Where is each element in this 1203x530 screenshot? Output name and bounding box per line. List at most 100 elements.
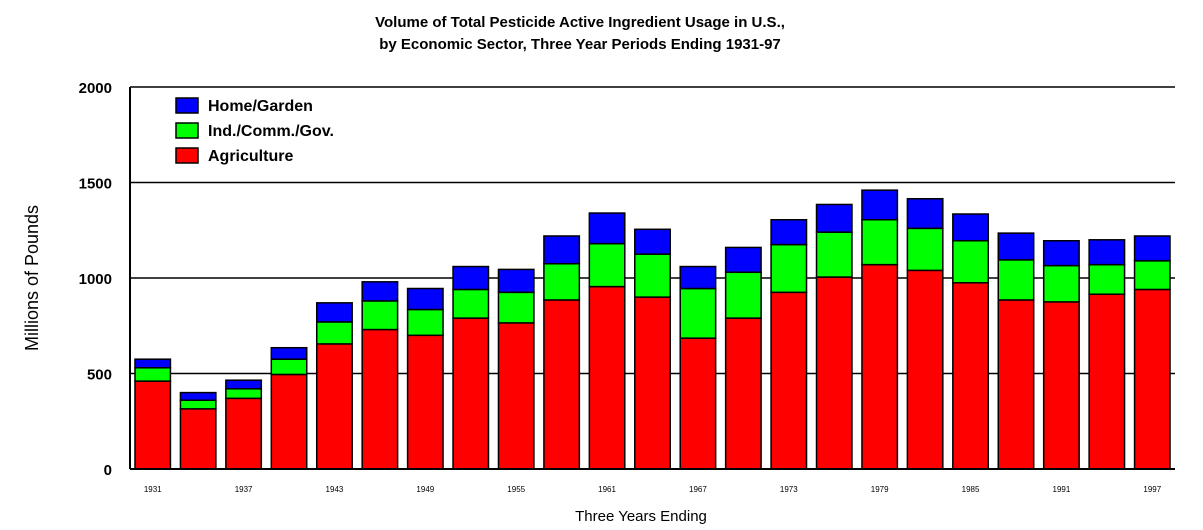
bar-segment <box>361 300 399 331</box>
bar-segment <box>770 291 808 470</box>
y-tick-label: 1000 <box>79 271 112 288</box>
x-tick-label: 1937 <box>235 485 253 494</box>
bar-segment <box>452 317 490 470</box>
x-tick-label: 1931 <box>144 485 162 494</box>
chart-title-line1: Volume of Total Pesticide Active Ingredi… <box>375 14 785 31</box>
bar-segment <box>906 197 944 230</box>
bar-segment <box>270 358 308 376</box>
y-tick-label: 500 <box>87 367 112 384</box>
legend: Home/Garden Ind./Comm./Gov. Agriculture <box>175 97 334 165</box>
bar-segment <box>997 259 1035 301</box>
bar-segment <box>906 227 944 272</box>
legend-swatch <box>175 122 199 139</box>
chart-title-line2: by Economic Sector, Three Year Periods E… <box>379 36 781 53</box>
bar-segment <box>588 212 626 245</box>
x-tick-labels: 1931 1937 1943 1949 1955 1961 1967 1973 1979 1985… <box>144 485 1162 494</box>
legend-item: Ind./Comm./Gov. <box>175 122 334 140</box>
bar-segment <box>406 334 444 470</box>
bar-segment <box>361 281 399 302</box>
bar-segment <box>543 235 581 265</box>
bar-segment <box>179 408 217 470</box>
bar-segment <box>634 253 671 298</box>
bar-segment <box>361 328 399 470</box>
bar-segment <box>179 399 217 410</box>
bar-segment <box>861 263 899 470</box>
bar-segment <box>815 276 853 470</box>
x-tick-label: 1979 <box>871 485 889 494</box>
bar-segment <box>543 299 581 470</box>
bar-segment <box>406 308 444 337</box>
bar-segment <box>724 317 762 470</box>
x-tick-label: 1955 <box>507 485 525 494</box>
bar-segment <box>315 302 353 323</box>
bar-segment <box>634 228 671 255</box>
bar-segment <box>679 287 717 339</box>
x-axis-title: Three Years Ending <box>575 508 707 525</box>
bar-segment <box>997 232 1035 261</box>
y-tick-label: 0 <box>104 462 112 479</box>
legend-label: Home/Garden <box>208 98 313 115</box>
bar-segment <box>1133 260 1171 291</box>
bar-segment <box>270 346 308 360</box>
bar-segment <box>861 218 899 266</box>
bar-segment <box>179 391 217 401</box>
bar-segment <box>452 288 490 319</box>
legend-swatch <box>175 147 199 164</box>
bar-segment <box>225 388 263 400</box>
bars <box>134 189 1171 470</box>
bar-segment <box>497 322 535 470</box>
x-tick-label: 1949 <box>416 485 434 494</box>
bar-segment <box>1042 301 1080 470</box>
bar-segment <box>1133 288 1171 470</box>
bar-segment <box>315 343 353 470</box>
bar-segment <box>815 231 853 278</box>
bar-segment <box>770 243 808 294</box>
bar-segment <box>543 262 581 301</box>
y-axis-title: Millions of Pounds <box>22 205 42 351</box>
axes <box>129 87 1175 470</box>
x-tick-label: 1985 <box>962 485 980 494</box>
bar-segment <box>406 287 444 311</box>
bar-segment <box>134 380 172 470</box>
bar-segment <box>724 271 762 319</box>
bar-segment <box>1133 235 1171 262</box>
bar-segment <box>770 218 808 246</box>
bar-segment <box>270 373 308 470</box>
y-tick-labels: 2000 1500 1000 500 0 <box>79 80 112 479</box>
bar-segment <box>952 213 990 242</box>
y-tick-label: 1500 <box>79 176 112 193</box>
x-tick-label: 1991 <box>1053 485 1071 494</box>
bar-segment <box>815 203 853 233</box>
legend-label: Agriculture <box>208 148 293 165</box>
bar-segment <box>588 242 626 288</box>
bar-segment <box>497 291 535 324</box>
bar-segment <box>1088 293 1126 470</box>
bar-segment <box>997 299 1035 470</box>
bar-segment <box>134 358 172 369</box>
bar-segment <box>679 337 717 470</box>
bar-segment <box>315 321 353 345</box>
bar-segment <box>1042 240 1080 267</box>
legend-label: Ind./Comm./Gov. <box>208 123 334 140</box>
bar-segment <box>724 246 762 274</box>
bar-segment <box>906 269 944 470</box>
bar-segment <box>134 367 172 382</box>
bar-segment <box>679 265 717 290</box>
y-tick-label: 2000 <box>79 80 112 97</box>
bar-segment <box>452 265 490 291</box>
bar-segment <box>1088 263 1126 295</box>
bar-segment <box>497 268 535 294</box>
bar-segment <box>225 397 263 470</box>
bar-segment <box>634 296 671 470</box>
bar-segment <box>225 379 263 390</box>
bar-segment <box>952 282 990 470</box>
x-tick-label: 1973 <box>780 485 798 494</box>
legend-swatch <box>175 97 199 114</box>
bar-segment <box>861 189 899 221</box>
legend-item: Agriculture <box>175 147 293 165</box>
legend-item: Home/Garden <box>175 97 313 115</box>
x-tick-label: 1967 <box>689 485 707 494</box>
x-tick-label: 1943 <box>326 485 344 494</box>
bar-segment <box>1042 264 1080 303</box>
